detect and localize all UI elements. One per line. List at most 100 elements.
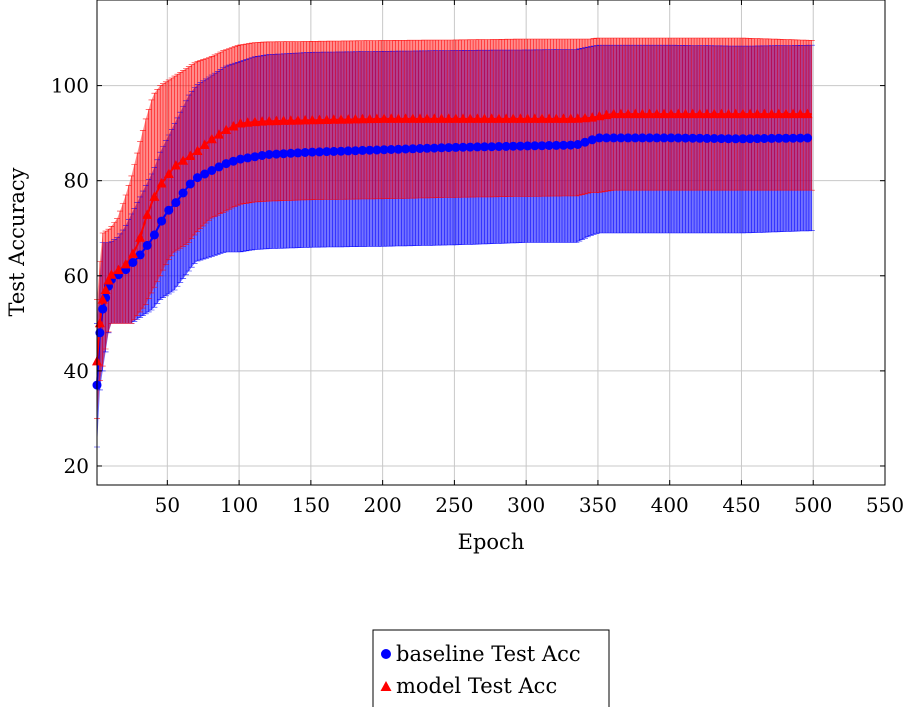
model-point — [393, 113, 404, 123]
model-point — [745, 108, 756, 119]
baseline-point — [623, 133, 633, 143]
baseline-point — [293, 148, 303, 158]
model-point — [328, 114, 339, 124]
baseline-point — [652, 133, 662, 143]
model-point — [97, 294, 108, 304]
model-point — [630, 108, 641, 119]
baseline-point — [157, 216, 167, 226]
model-point — [300, 114, 311, 125]
model-point — [716, 108, 727, 119]
baseline-point — [738, 134, 748, 144]
baseline-point — [171, 198, 181, 208]
baseline-point — [494, 142, 504, 151]
y-tick-label: 60 — [64, 264, 89, 288]
baseline-point — [530, 141, 540, 151]
model-point — [651, 108, 662, 119]
baseline-point — [142, 240, 152, 250]
baseline-point — [451, 142, 461, 152]
baseline-point — [645, 133, 655, 143]
model-point — [766, 108, 777, 119]
model-point — [163, 168, 174, 178]
model-error-band — [97, 38, 812, 419]
model-point — [522, 113, 533, 123]
model-point — [142, 209, 153, 219]
baseline-point — [437, 143, 446, 153]
x-tick-label: 500 — [794, 493, 832, 517]
model-point — [608, 108, 619, 119]
model-point — [192, 145, 203, 155]
baseline-point — [594, 133, 604, 143]
x-axis-title: Epoch — [458, 530, 525, 554]
model-point — [106, 269, 117, 279]
baseline-point — [630, 133, 640, 143]
baseline-point — [250, 152, 260, 162]
baseline-point — [300, 148, 310, 157]
model-point — [336, 114, 346, 124]
model-point — [486, 113, 497, 123]
baseline-point — [702, 133, 712, 143]
baseline-point — [637, 133, 647, 143]
model-point — [587, 112, 598, 122]
baseline-point — [315, 147, 324, 157]
baseline-point — [336, 146, 346, 156]
baseline-point — [429, 143, 439, 153]
baseline-point — [236, 154, 245, 164]
model-point — [343, 114, 354, 124]
model-point — [594, 110, 605, 121]
baseline-point — [573, 140, 583, 149]
baseline-point — [149, 230, 159, 240]
model-point — [709, 108, 720, 119]
baseline-point — [745, 134, 755, 144]
model-point — [278, 115, 289, 125]
y-tick-labels: 20 40 60 80 100 — [51, 74, 89, 478]
model-point — [694, 108, 705, 119]
baseline-point — [393, 144, 403, 154]
model-point — [120, 258, 131, 269]
baseline-point — [401, 144, 411, 154]
model-point — [135, 232, 146, 242]
error-bands — [97, 38, 812, 447]
baseline-point — [444, 143, 454, 153]
model-point — [450, 113, 461, 123]
baseline-point — [724, 134, 733, 144]
baseline-point — [322, 147, 332, 157]
baseline-point — [415, 144, 425, 153]
baseline-point — [307, 147, 317, 157]
model-point — [637, 108, 648, 119]
model-point — [149, 191, 160, 201]
y-tick-label: 20 — [64, 454, 89, 478]
x-tick-label: 150 — [292, 493, 330, 517]
y-axis-title: Test Accuracy — [5, 167, 29, 316]
baseline-point — [465, 142, 475, 152]
model-point — [407, 113, 418, 123]
x-tick-label: 350 — [579, 493, 617, 517]
baseline-point — [185, 179, 195, 189]
baseline-point — [228, 156, 238, 166]
model-point — [264, 115, 275, 126]
baseline-point — [343, 146, 353, 156]
baseline-point — [365, 145, 375, 155]
baseline-point — [508, 141, 518, 151]
baseline-point — [358, 145, 367, 155]
baseline-point — [587, 135, 597, 145]
model-point — [702, 108, 712, 119]
baseline-point — [767, 133, 777, 143]
y-tick-label: 80 — [64, 169, 89, 193]
baseline-point — [695, 133, 705, 143]
model-point — [307, 114, 318, 125]
model-point — [601, 109, 612, 120]
model-point — [285, 115, 296, 125]
baseline-point — [200, 169, 210, 179]
baseline-point — [379, 145, 389, 155]
baseline-point — [178, 188, 188, 198]
model-point — [537, 113, 547, 123]
model-point — [737, 108, 748, 119]
model-point — [228, 121, 239, 131]
model-point — [687, 108, 698, 119]
baseline-point — [788, 133, 798, 143]
baseline-point — [480, 142, 489, 152]
model-point — [472, 113, 483, 123]
baseline-point — [329, 146, 339, 156]
model-point — [221, 124, 232, 134]
baseline-point — [731, 134, 741, 144]
